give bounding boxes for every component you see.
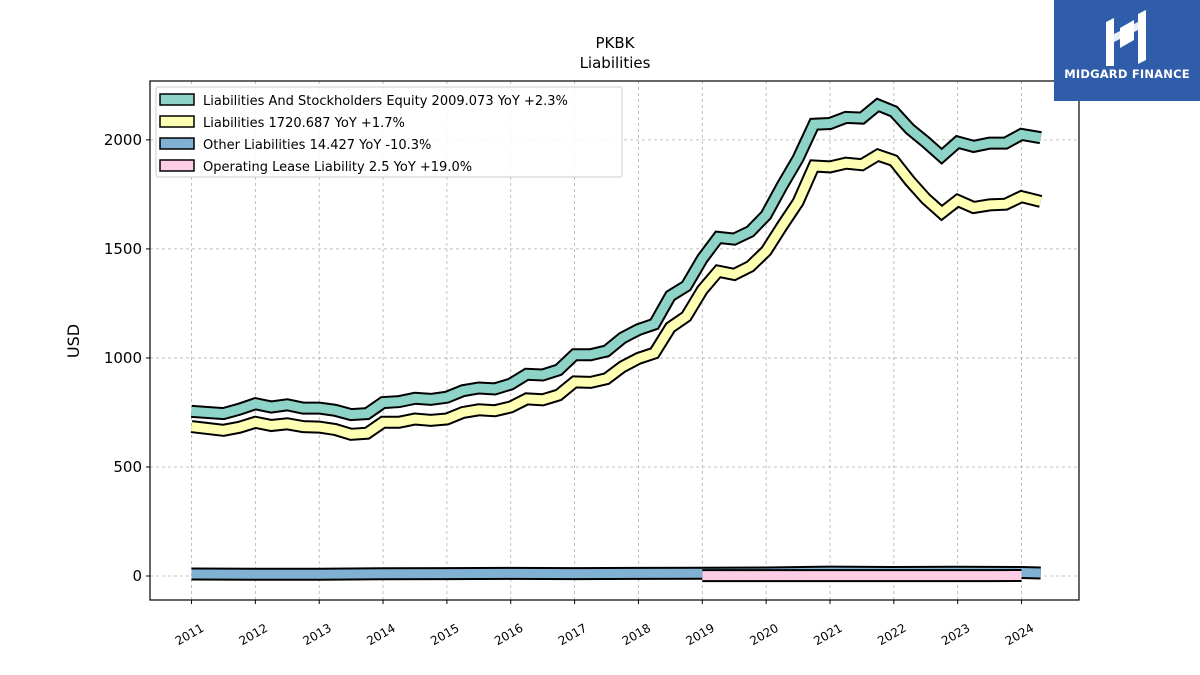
x-tick-label: 2020 <box>747 621 780 648</box>
x-tick-label: 2017 <box>556 621 589 648</box>
y-axis: 0 500 1000 1500 2000 <box>104 131 150 585</box>
midgard-logo-icon <box>1106 10 1146 66</box>
x-tick-label: 2019 <box>684 621 717 648</box>
plot-frame <box>149 80 1080 601</box>
y-tick-label: 500 <box>113 458 142 476</box>
legend-label: Liabilities 1720.687 YoY +1.7% <box>203 116 405 131</box>
x-tick-label: 2021 <box>811 621 844 648</box>
legend: Liabilities And Stockholders Equity 2009… <box>155 86 623 178</box>
series-layer <box>190 97 1043 583</box>
legend-frame <box>155 86 623 178</box>
brand-logo: MIDGARD FINANCE <box>1054 0 1200 101</box>
legend-swatch <box>159 159 195 172</box>
chart-subtitle: Liabilities <box>580 54 651 72</box>
legend-swatch <box>159 115 195 128</box>
legend-swatch <box>159 137 195 150</box>
legend-label: Operating Lease Liability 2.5 YoY +19.0% <box>203 160 472 175</box>
y-tick-label: 2000 <box>104 131 142 149</box>
x-tick-label: 2022 <box>875 621 908 648</box>
legend-swatch <box>159 93 195 106</box>
x-tick-label: 2013 <box>300 621 333 648</box>
legend-label: Liabilities And Stockholders Equity 2009… <box>203 94 568 109</box>
brand-name: MIDGARD FINANCE <box>1064 67 1190 81</box>
x-tick-label: 2018 <box>620 621 653 648</box>
x-tick-label: 2014 <box>364 621 397 648</box>
x-axis: 2011 2012 2013 2014 2015 2016 2017 2018 2019 2020… <box>173 600 1036 648</box>
chart-title: PKBK <box>595 34 635 52</box>
x-tick-label: 2012 <box>237 621 270 648</box>
y-tick-label: 0 <box>132 567 142 585</box>
x-tick-label: 2023 <box>939 621 972 648</box>
x-tick-label: 2024 <box>1003 621 1036 648</box>
x-tick-label: 2011 <box>173 621 206 648</box>
x-tick-label: 2016 <box>492 621 525 648</box>
y-axis-label: USD <box>64 324 83 358</box>
x-tick-label: 2015 <box>428 621 461 648</box>
y-tick-label: 1500 <box>104 240 142 258</box>
y-tick-label: 1000 <box>104 349 142 367</box>
legend-label: Other Liabilities 14.427 YoY -10.3% <box>203 138 431 153</box>
